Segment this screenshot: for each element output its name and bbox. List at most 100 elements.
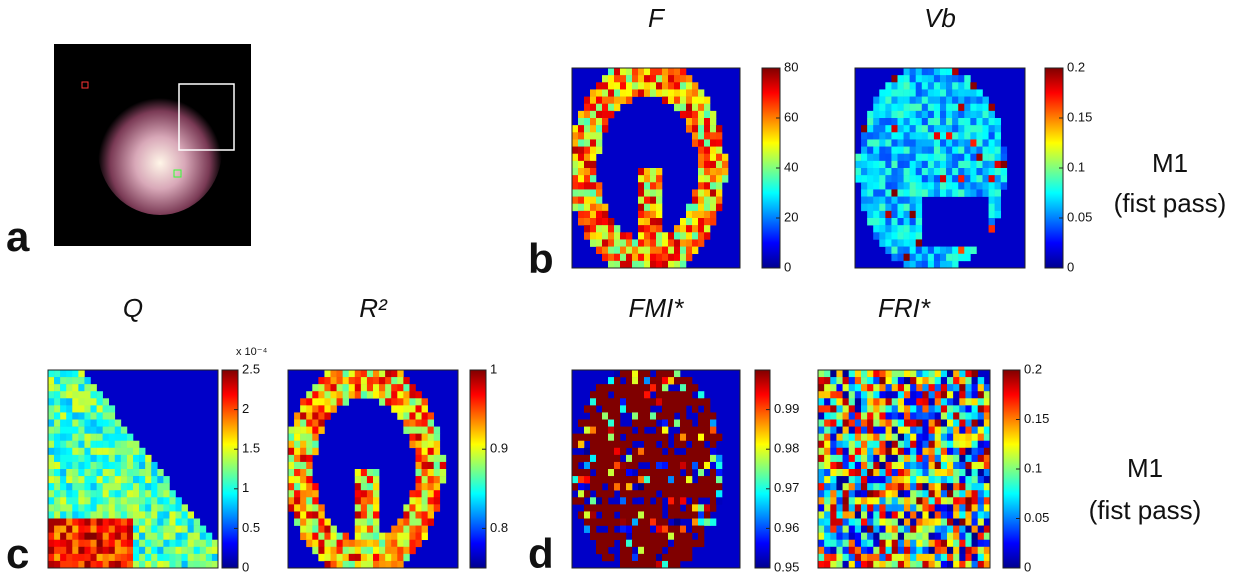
heatmap-cell (836, 398, 842, 405)
heatmap-cell (379, 391, 385, 398)
heatmap-cell (632, 391, 638, 398)
heatmap-cell (127, 554, 133, 561)
heatmap-cell (373, 391, 379, 398)
heatmap-cell (608, 97, 614, 104)
heatmap-cell (922, 511, 928, 518)
heatmap-cell (855, 554, 861, 561)
heatmap-cell (572, 476, 578, 483)
heatmap-cell (151, 547, 157, 554)
heatmap-cell (885, 139, 891, 146)
heatmap-cell (867, 504, 873, 511)
heatmap-cell (602, 476, 608, 483)
heatmap-cell (668, 412, 674, 419)
heatmap-cell (873, 448, 879, 455)
heatmap-cell (361, 377, 367, 384)
heatmap-cell (596, 420, 602, 427)
heatmap-cell (428, 511, 434, 518)
heatmap-cell (428, 420, 434, 427)
heatmap-cell (916, 104, 922, 111)
heatmap-cell (947, 504, 953, 511)
heatmap-cell (78, 420, 84, 427)
heatmap-cell (48, 511, 54, 518)
heatmap-cell (843, 455, 849, 462)
heatmap-cell (680, 441, 686, 448)
heatmap-cell (964, 161, 970, 168)
heatmap-cell (620, 469, 626, 476)
heatmap-cell (312, 483, 318, 490)
heatmap-cell (157, 519, 163, 526)
heatmap-cell (904, 490, 910, 497)
heatmap-cell (976, 132, 982, 139)
heatmap-cell (959, 441, 965, 448)
heatmap-cell (157, 561, 163, 568)
heatmap-cell (385, 377, 391, 384)
heatmap-cell (983, 147, 989, 154)
heatmap-cell (898, 232, 904, 239)
heatmap-cell (78, 441, 84, 448)
heatmap-cell (698, 420, 704, 427)
heatmap-cell (892, 490, 898, 497)
heatmap-cell (935, 370, 941, 377)
heatmap-cell (403, 519, 409, 526)
heatmap-cell (614, 448, 620, 455)
heatmap-cell (379, 561, 385, 568)
heatmap-cell (349, 554, 355, 561)
heatmap-cell (590, 420, 596, 427)
heatmap-cell (947, 370, 953, 377)
heatmap-cell (978, 497, 984, 504)
heatmap-cell (608, 247, 614, 254)
heatmap-cell (127, 561, 133, 568)
heatmap-cell (84, 483, 90, 490)
heatmap-cell (867, 511, 873, 518)
heatmap-cell (940, 247, 946, 254)
heatmap-cell (836, 391, 842, 398)
heatmap-cell (409, 405, 415, 412)
heatmap-cell (898, 533, 904, 540)
heatmap-cell (644, 384, 650, 391)
heatmap-cell (428, 497, 434, 504)
heatmap-cell (668, 455, 674, 462)
heatmap-cell (698, 218, 704, 225)
heatmap-cell (867, 218, 873, 225)
heatmap-cell (590, 161, 596, 168)
heatmap-cell (48, 420, 54, 427)
heatmap-cell (818, 384, 824, 391)
heatmap-cell (952, 89, 958, 96)
heatmap-cell (922, 175, 928, 182)
heatmap-cell (855, 175, 861, 182)
heatmap-cell (861, 189, 867, 196)
heatmap-cell (898, 427, 904, 434)
heatmap-cell (78, 547, 84, 554)
heatmap-cell (72, 405, 78, 412)
heatmap-cell (397, 412, 403, 419)
heatmap-cell (620, 384, 626, 391)
heatmap-cell (614, 232, 620, 239)
heatmap-cell (952, 82, 958, 89)
heatmap-cell (904, 483, 910, 490)
heatmap-cell (830, 483, 836, 490)
heatmap-cell (367, 377, 373, 384)
heatmap-cell (891, 247, 897, 254)
heatmap-cell (428, 462, 434, 469)
heatmap-cell (891, 75, 897, 82)
heatmap-cell (48, 412, 54, 419)
heatmap-cell (584, 462, 590, 469)
heatmap-cell (422, 398, 428, 405)
heatmap-cell (182, 519, 188, 526)
heatmap-cell (434, 448, 440, 455)
heatmap-cell (60, 370, 66, 377)
heatmap-cell (965, 391, 971, 398)
heatmap-cell (910, 225, 916, 232)
heatmap-cell (978, 441, 984, 448)
heatmap-cell (638, 225, 644, 232)
heatmap-cell (194, 533, 200, 540)
heatmap-cell (922, 182, 928, 189)
heatmap-cell (674, 554, 680, 561)
heatmap-cell (947, 547, 953, 554)
heatmap-cell (78, 391, 84, 398)
heatmap-cell (916, 168, 922, 175)
heatmap-cell (843, 561, 849, 568)
heatmap-cell (373, 483, 379, 490)
heatmap-cell (934, 175, 940, 182)
heatmap-cell (680, 68, 686, 75)
